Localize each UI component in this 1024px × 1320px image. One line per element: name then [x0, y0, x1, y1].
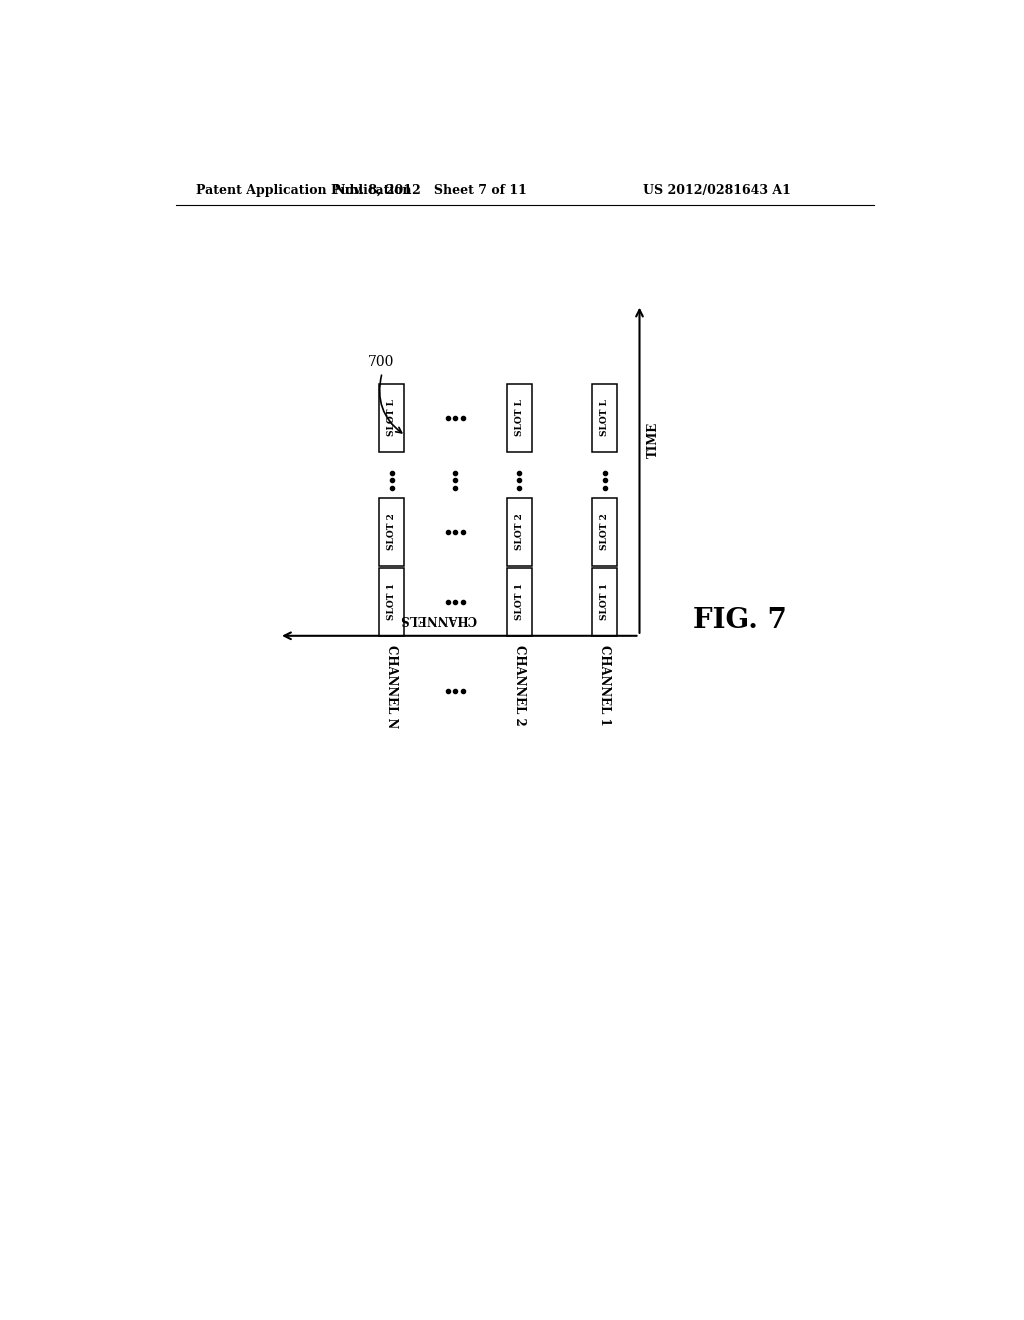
Text: SLOT 2: SLOT 2	[515, 513, 524, 550]
Text: TIME: TIME	[647, 421, 659, 458]
Text: Nov. 8, 2012   Sheet 7 of 11: Nov. 8, 2012 Sheet 7 of 11	[334, 185, 526, 197]
Bar	[592, 384, 617, 451]
Text: CHANNEL N: CHANNEL N	[385, 645, 398, 729]
Text: FIG. 7: FIG. 7	[693, 607, 787, 634]
Bar	[379, 498, 403, 566]
FancyArrowPatch shape	[380, 375, 401, 433]
Text: SLOT 1: SLOT 1	[515, 583, 524, 620]
Text: SLOT L: SLOT L	[600, 400, 609, 437]
Text: SLOT 1: SLOT 1	[600, 583, 609, 620]
Bar	[592, 498, 617, 566]
Bar	[507, 568, 531, 636]
Text: 700: 700	[369, 355, 394, 370]
Text: SLOT 2: SLOT 2	[600, 513, 609, 550]
Bar	[507, 498, 531, 566]
Text: SLOT 1: SLOT 1	[387, 583, 396, 620]
Text: CHANNEL 1: CHANNEL 1	[598, 645, 611, 726]
Text: US 2012/0281643 A1: US 2012/0281643 A1	[643, 185, 791, 197]
Text: CHANNEL 2: CHANNEL 2	[513, 645, 526, 726]
Bar	[507, 384, 531, 451]
Text: SLOT L: SLOT L	[515, 400, 524, 437]
Bar	[379, 384, 403, 451]
Bar	[379, 568, 403, 636]
Text: CHANNELS: CHANNELS	[399, 612, 476, 626]
Text: SLOT 2: SLOT 2	[387, 513, 396, 550]
Text: SLOT L: SLOT L	[387, 400, 396, 437]
Bar	[592, 568, 617, 636]
Text: Patent Application Publication: Patent Application Publication	[197, 185, 412, 197]
